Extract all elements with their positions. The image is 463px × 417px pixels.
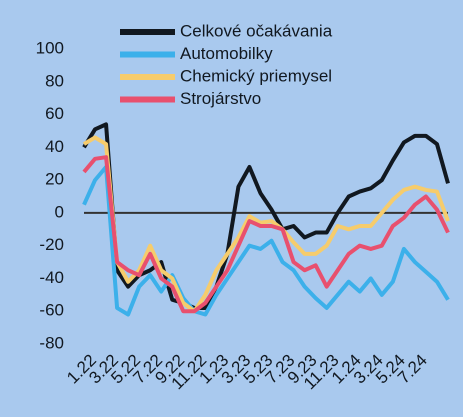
y-tick-label: -20 bbox=[39, 235, 64, 254]
series-line bbox=[82, 155, 450, 314]
y-tick-label: 40 bbox=[45, 137, 64, 156]
series-line bbox=[82, 122, 450, 310]
y-tick-label: 80 bbox=[45, 71, 64, 90]
series-line bbox=[82, 135, 450, 314]
y-tick-label: 20 bbox=[45, 170, 64, 189]
y-tick-label: 60 bbox=[45, 104, 64, 123]
y-tick-label: -60 bbox=[39, 301, 64, 320]
y-tick-label: 0 bbox=[55, 202, 64, 221]
legend-label: Automobilky bbox=[180, 44, 273, 63]
series-line bbox=[82, 165, 450, 317]
legend-label: Celkové očakávania bbox=[180, 21, 333, 40]
legend-label: Chemický priemysel bbox=[180, 66, 332, 85]
y-tick-label: -40 bbox=[39, 268, 64, 287]
y-tick-label: -80 bbox=[39, 333, 64, 352]
y-tick-label: 100 bbox=[36, 38, 64, 57]
legend-label: Strojárstvo bbox=[180, 89, 261, 108]
